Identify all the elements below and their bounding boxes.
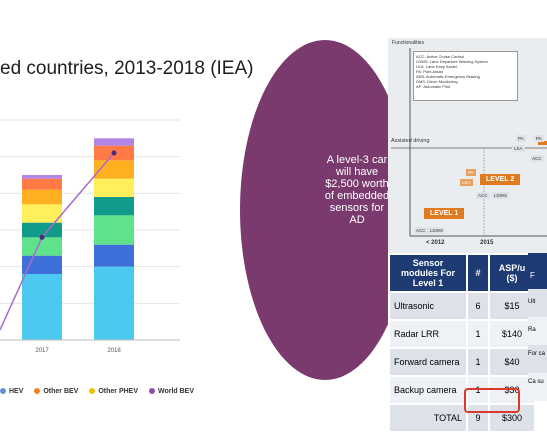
table-row: Radar LRR 1 $140	[388, 319, 536, 349]
feature-tag: LDWS	[428, 227, 446, 234]
legend-item: Other PHEV	[89, 388, 138, 395]
purple-bubble	[240, 40, 410, 380]
partial-cell: Ca su	[528, 373, 547, 401]
bar-segment	[94, 197, 134, 216]
table-cell: 6	[466, 291, 490, 321]
legend-swatch	[34, 388, 41, 395]
feature-tag: LKA	[512, 145, 525, 152]
bar-segment	[22, 189, 62, 205]
table-row: Ultrasonic 6 $15	[388, 291, 536, 321]
table-cell: Backup camera	[388, 375, 468, 405]
legend-label: World BEV	[157, 388, 195, 395]
feature-tag: ACC	[530, 155, 544, 162]
table-cell: Ultrasonic	[388, 291, 468, 321]
feature-tag: ACC	[414, 227, 428, 234]
level-2-badge: LEVEL 2	[480, 174, 521, 185]
table-cell: 1	[466, 347, 490, 377]
table-header-row: Sensor modules For Level 1 # ASP/u ($)	[388, 253, 536, 293]
diagram-title: Functionalities	[392, 40, 424, 46]
legend-line: DMS: Driver Monitoring	[416, 79, 458, 84]
partial-header: F	[528, 253, 547, 289]
legend-item: World BEV	[148, 388, 195, 395]
legend-swatch	[0, 388, 6, 395]
feature-tag: ACC	[476, 192, 490, 199]
feature-tag: PA	[466, 169, 476, 176]
legend-line: AP: Automatic Pilot	[416, 84, 451, 89]
bubble-text: A level-3 car will have $2,500 worth of …	[324, 154, 390, 226]
bar-segment	[22, 274, 62, 340]
feature-tag: PA	[516, 135, 526, 142]
table-cell: 1	[466, 375, 490, 405]
x-tick-label: 2018	[107, 348, 121, 354]
table-cell: Forward camera	[388, 347, 468, 377]
feature-tag: PA	[534, 135, 544, 142]
bar-segment	[94, 178, 134, 197]
assisted-driving-label: Assisted driving	[391, 138, 430, 144]
partial-table: F Ult Ra For ca Ca su	[528, 253, 547, 416]
year-label: < 2012	[426, 240, 445, 246]
bar-segment	[22, 175, 62, 179]
legend-label: Other BEV	[43, 388, 79, 395]
bar-segment	[22, 237, 62, 256]
partial-cell: For ca	[528, 345, 547, 373]
bar-segment	[22, 204, 62, 223]
feature-tag: LDWS	[492, 192, 510, 199]
header-cell: #	[466, 253, 490, 293]
legend-swatch	[148, 388, 155, 395]
bar-segment	[94, 215, 134, 245]
stacked-bar-chart: 2017 2018	[0, 119, 180, 354]
header-cell: Sensor modules For Level 1	[388, 253, 468, 293]
table-row: Backup camera 1 $30	[388, 375, 536, 405]
adas-level-diagram: Functionalities ACC: Active Cruise Contr…	[388, 38, 547, 253]
legend-line: PA: Park Assist	[416, 69, 444, 74]
year-label: 2015	[480, 240, 494, 246]
abbreviation-legend: ACC: Active Cruise Control LDWS: Lane De…	[413, 51, 518, 101]
legend-line: LDWS: Lane Departure Warning System	[416, 59, 488, 64]
legend-item: HEV	[0, 388, 23, 395]
total-highlight	[464, 388, 520, 413]
bar-segment	[94, 244, 134, 267]
partial-cell: Ult	[528, 289, 547, 317]
legend-swatch	[89, 388, 96, 395]
feature-tag: LKA	[460, 179, 473, 186]
table-cell: 1	[466, 319, 490, 349]
table-cell: Radar LRR	[388, 319, 468, 349]
line-point	[111, 150, 117, 156]
level-1-badge: LEVEL 1	[424, 208, 465, 219]
legend-item: Other BEV	[34, 388, 78, 395]
bar-segment	[94, 138, 134, 146]
level-3-badge	[538, 141, 547, 145]
bar-segment	[22, 178, 62, 190]
line-point	[39, 234, 45, 240]
series-line	[0, 237, 43, 331]
partial-cell: Ra	[528, 317, 547, 345]
legend-label: Other PHEV	[98, 388, 139, 395]
bar-segment	[94, 266, 134, 340]
legend-line: ACC: Active Cruise Control	[416, 54, 465, 59]
table-row: Forward camera 1 $40	[388, 347, 536, 377]
chart-legend: HEV Other BEV Other PHEV World BEV	[0, 388, 203, 395]
chart-title: ed countries, 2013-2018 (IEA)	[0, 58, 254, 79]
legend-label: HEV	[9, 388, 24, 395]
x-tick-label: 2017	[35, 348, 49, 354]
bar-segment	[22, 255, 62, 274]
legend-line: AEB: Automatic Emergency Braking	[416, 74, 480, 79]
table-cell: TOTAL	[388, 403, 468, 433]
legend-line: LKA: Lane Keep Assist	[416, 64, 457, 69]
series-line	[41, 152, 115, 238]
